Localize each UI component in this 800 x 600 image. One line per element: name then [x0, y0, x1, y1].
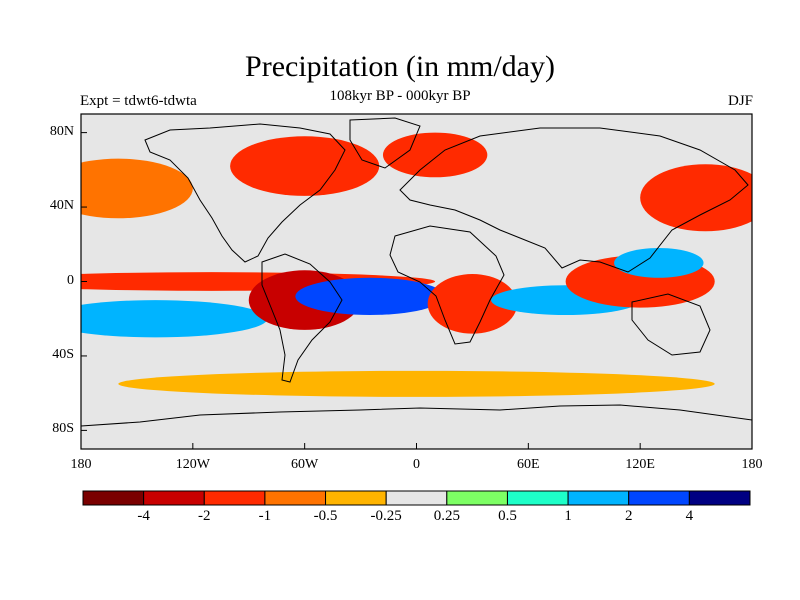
greenland-coastline: [349, 117, 421, 169]
australia-coastline: [631, 293, 711, 356]
lon-tick-label: 0: [413, 457, 420, 472]
longitude-ticks: [80, 443, 753, 449]
precip-region-13: [118, 370, 715, 397]
colorbar-swatch: [688, 490, 751, 506]
precip-region-12: [614, 247, 704, 278]
plot-title: Precipitation (in mm/day): [245, 50, 555, 83]
eurasia-coastline: [399, 127, 749, 273]
lon-tick-label: 120E: [625, 457, 655, 472]
africa-coastline: [389, 225, 505, 345]
colorbar-label: 0.25: [433, 508, 460, 524]
colorbar-swatch: [385, 490, 448, 506]
colorbar: [82, 490, 751, 506]
colorbar-swatch: [567, 490, 630, 506]
period-label: 108kyr BP - 000kyr BP: [329, 88, 471, 104]
north-america-coastline: [144, 123, 346, 263]
lat-tick-label: 40N: [49, 198, 74, 214]
experiment-label: Expt = tdwt6-tdwta: [80, 93, 197, 109]
season-label: DJF: [727, 93, 753, 109]
colorbar-swatch: [325, 490, 387, 506]
colorbar-swatch: [143, 490, 205, 506]
latitude-ticks: [81, 132, 87, 431]
precip-region-8: [295, 277, 445, 316]
south-america-coastline: [261, 253, 343, 383]
colorbar-swatch: [82, 490, 145, 506]
lon-tick-label: 60W: [291, 457, 319, 472]
lat-tick-label: 80N: [49, 123, 74, 139]
colorbar-swatch: [506, 490, 569, 506]
lat-tick-label: 80S: [52, 421, 74, 437]
lon-tick-label: 60E: [517, 457, 540, 472]
colorbar-label: 2: [624, 508, 633, 524]
lon-tick-label: 180: [70, 457, 92, 472]
colorbar-label: 1: [564, 508, 572, 524]
colorbar-label: -2: [198, 508, 211, 524]
precip-region-9: [427, 274, 518, 334]
colorbar-label: -4: [137, 508, 150, 524]
colorbar-label: -0.5: [313, 508, 338, 524]
lat-tick-label: 0: [67, 272, 74, 288]
colorbar-label: 4: [685, 508, 694, 524]
precip-region-4: [640, 164, 752, 232]
precip-region-3: [81, 158, 193, 219]
colorbar-label: 0.5: [498, 508, 517, 524]
antarctica-coastline: [81, 404, 752, 427]
coastlines: [81, 117, 752, 427]
lat-tick-label: 40S: [52, 346, 74, 362]
colorbar-label: -1: [258, 508, 272, 524]
colorbar-label: -0.25: [370, 508, 402, 524]
precip-region-1: [230, 136, 380, 196]
colorbar-swatch: [446, 490, 508, 506]
precip-region-6: [81, 300, 268, 338]
lon-tick-label: 180: [741, 457, 763, 472]
colorbar-swatch: [264, 490, 327, 506]
colorbar-swatch: [203, 490, 266, 506]
lon-tick-label: 120W: [175, 457, 210, 472]
colorbar-swatch: [628, 490, 690, 506]
